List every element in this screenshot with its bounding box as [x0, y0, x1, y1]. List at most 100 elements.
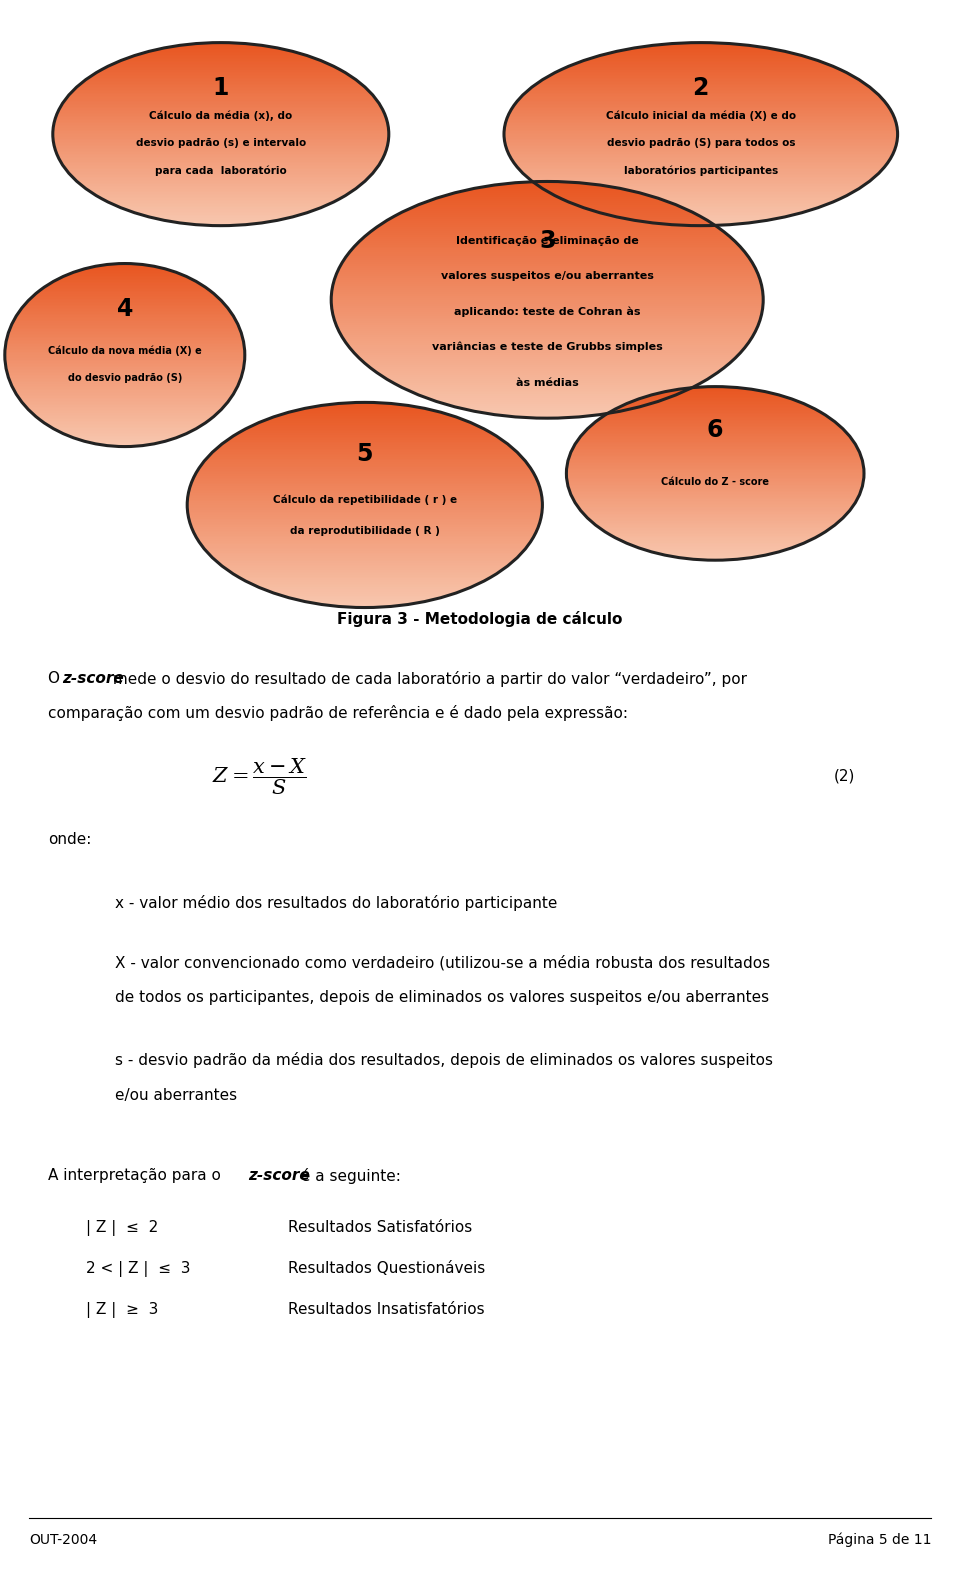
Bar	[55, 120, 387, 122]
Bar	[256, 585, 473, 587]
Bar	[71, 92, 371, 93]
Bar	[131, 57, 311, 58]
Bar	[398, 213, 696, 215]
Bar	[357, 243, 737, 245]
Bar	[53, 131, 389, 133]
Bar	[228, 570, 501, 571]
Bar	[378, 224, 716, 227]
Bar	[511, 110, 891, 112]
Bar	[70, 436, 180, 437]
Bar	[56, 150, 386, 151]
Bar	[298, 409, 432, 410]
Bar	[187, 500, 542, 502]
Bar	[18, 396, 231, 398]
Text: x - valor médio dos resultados do laboratório participante: x - valor médio dos resultados do labora…	[115, 895, 558, 911]
Bar	[42, 421, 207, 423]
Bar	[53, 128, 389, 129]
Bar	[506, 145, 896, 147]
Bar	[12, 325, 238, 327]
Bar	[504, 134, 898, 136]
Bar	[381, 374, 713, 377]
Bar	[139, 54, 302, 55]
Bar	[67, 96, 374, 98]
Bar	[274, 417, 456, 418]
Bar	[44, 286, 205, 287]
Bar	[509, 155, 893, 156]
Bar	[207, 551, 522, 552]
Bar	[512, 158, 890, 159]
Bar	[425, 396, 669, 399]
Bar	[188, 497, 541, 499]
Bar	[600, 211, 802, 213]
Bar	[635, 47, 767, 49]
Bar	[508, 114, 894, 115]
Bar	[334, 279, 760, 282]
Bar	[12, 323, 237, 325]
Bar	[550, 74, 852, 76]
Bar	[33, 295, 217, 297]
Bar	[378, 372, 716, 376]
Bar	[62, 163, 379, 164]
Bar	[63, 164, 378, 166]
Bar	[449, 193, 645, 196]
Bar	[635, 219, 767, 221]
Bar	[519, 98, 882, 99]
Bar	[402, 211, 692, 213]
Bar	[538, 82, 864, 84]
Bar	[565, 200, 836, 202]
Bar	[134, 211, 307, 213]
Bar	[515, 104, 887, 106]
Bar	[516, 164, 886, 166]
Bar	[547, 191, 854, 193]
Bar	[27, 301, 223, 303]
Bar	[305, 407, 424, 409]
Bar	[269, 590, 461, 592]
Bar	[55, 148, 387, 150]
Bar	[511, 156, 891, 158]
Text: 2 < | Z |  ≤  3: 2 < | Z | ≤ 3	[86, 1261, 191, 1277]
Bar	[550, 193, 852, 194]
Bar	[63, 276, 186, 278]
Bar	[8, 374, 242, 376]
Bar	[76, 87, 366, 88]
Bar	[192, 527, 538, 529]
Bar	[305, 601, 424, 603]
Text: Cálculo inicial da média (X) e do: Cálculo inicial da média (X) e do	[606, 110, 796, 122]
Bar	[54, 123, 388, 125]
Bar	[559, 197, 843, 199]
Bar	[90, 267, 159, 268]
Bar	[100, 197, 342, 199]
Bar	[17, 314, 232, 316]
Bar	[145, 215, 297, 216]
Bar	[514, 161, 888, 163]
Bar	[60, 159, 381, 161]
Bar	[201, 543, 529, 544]
Bar	[21, 401, 228, 402]
Bar	[589, 208, 812, 210]
Bar	[499, 183, 595, 186]
Bar	[114, 63, 327, 65]
Bar	[5, 355, 245, 357]
Bar	[194, 477, 536, 478]
Bar	[243, 579, 487, 581]
Bar	[63, 103, 378, 104]
Bar	[30, 298, 220, 300]
Bar	[505, 144, 897, 145]
Bar	[392, 216, 703, 219]
Bar	[443, 402, 652, 404]
Bar	[190, 524, 540, 525]
Bar	[504, 133, 898, 134]
Bar	[231, 571, 498, 573]
Bar	[9, 377, 241, 379]
Bar	[187, 499, 542, 500]
Bar	[57, 114, 385, 115]
Bar	[220, 563, 510, 565]
Bar	[80, 439, 170, 440]
Bar	[325, 604, 404, 606]
Bar	[196, 535, 534, 538]
Bar	[10, 328, 240, 330]
Bar	[201, 466, 529, 467]
Bar	[457, 191, 637, 194]
Bar	[67, 170, 374, 172]
Bar	[385, 221, 709, 222]
